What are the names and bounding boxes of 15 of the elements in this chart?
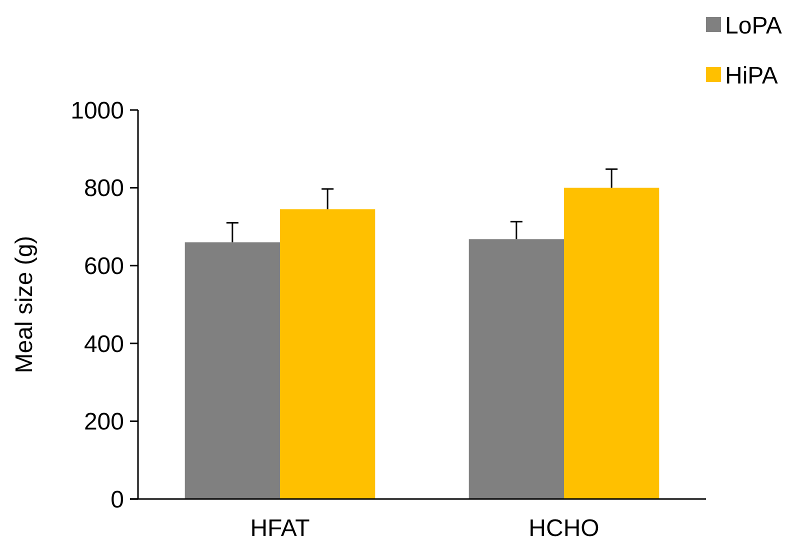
x-tick-label: HFAT: [250, 515, 310, 542]
y-tick-label: 800: [84, 175, 124, 202]
legend-label: HiPA: [725, 62, 778, 90]
y-tick-label: 400: [84, 330, 124, 358]
y-tick-label: 0: [110, 486, 124, 514]
legend-label: LoPA: [725, 12, 782, 40]
x-tick-label: HCHO: [528, 515, 600, 542]
bar: [280, 209, 376, 499]
y-axis-title: Meal size (g): [11, 236, 38, 374]
y-tick-label: 1000: [70, 97, 124, 124]
bar: [564, 188, 660, 499]
bar: [468, 239, 564, 499]
bar: [184, 242, 280, 499]
y-tick-label: 600: [84, 253, 124, 280]
y-tick-label: 200: [84, 408, 124, 436]
